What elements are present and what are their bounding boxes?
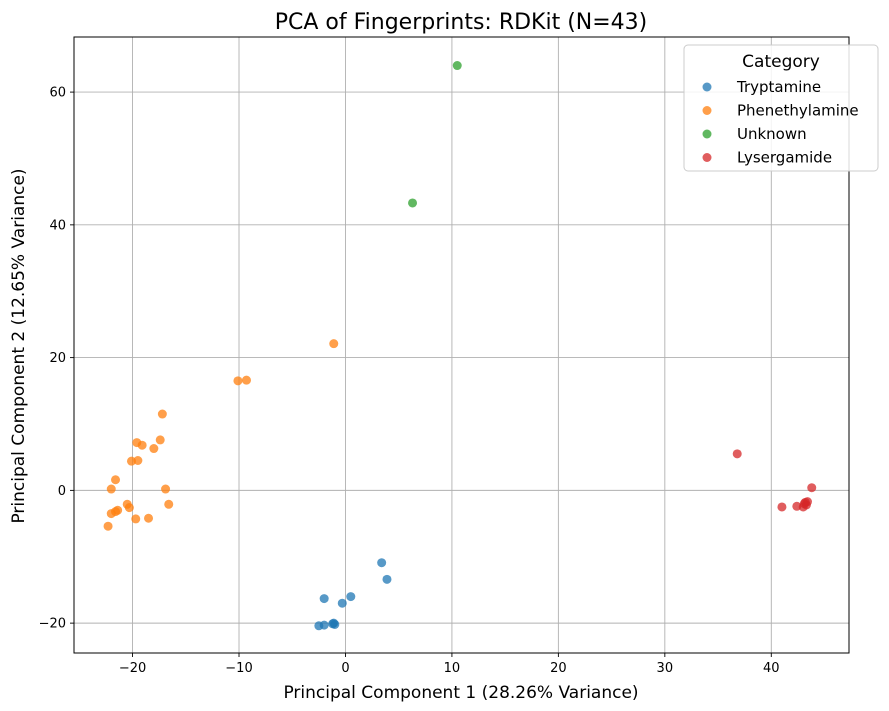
data-point — [133, 456, 143, 465]
series-tryptamine — [314, 558, 392, 631]
data-point — [319, 594, 329, 604]
x-tick-label: 40 — [763, 661, 780, 676]
data-point — [233, 376, 243, 386]
legend-box — [683, 44, 879, 172]
y-tick-label: 40 — [49, 218, 66, 233]
x-tick-label: −20 — [119, 661, 146, 676]
data-point — [103, 521, 113, 531]
scatter-points — [103, 61, 817, 631]
y-tick-label: 20 — [49, 351, 66, 366]
plot-frame — [73, 36, 850, 654]
data-point — [452, 61, 462, 71]
x-tick-label: −10 — [225, 661, 252, 676]
y-axis-label: Principal Component 2 (12.65% Variance) — [9, 168, 29, 523]
chart-title: PCA of Fingerprints: RDKit (N=43) — [275, 10, 648, 35]
data-point — [106, 509, 116, 519]
legend-marker — [702, 129, 712, 139]
data-point — [161, 484, 171, 494]
data-point — [408, 198, 418, 208]
data-point — [157, 409, 167, 419]
x-tick-label: 30 — [657, 661, 674, 676]
data-point — [164, 499, 174, 509]
x-tick-label: 20 — [550, 661, 567, 676]
legend: Category Tryptamine Phenethylamine Unknown L… — [683, 44, 879, 172]
y-tick-label: −20 — [39, 617, 66, 632]
data-point — [241, 375, 251, 385]
data-point — [807, 483, 817, 493]
axis-ticks: −20 −10 0 10 20 30 40 −20 0 20 40 60 — [39, 86, 780, 676]
data-point — [106, 484, 116, 494]
x-axis-label: Principal Component 1 (28.26% Variance) — [283, 683, 638, 703]
legend-title: Category — [742, 52, 820, 72]
series-phenethylamine — [103, 339, 339, 531]
legend-label: Tryptamine — [736, 78, 821, 96]
data-point — [149, 444, 159, 454]
legend-marker — [702, 106, 712, 115]
data-point — [346, 592, 356, 602]
legend-marker — [702, 153, 712, 162]
legend-label: Phenethylamine — [737, 102, 859, 120]
data-point — [137, 440, 147, 450]
data-point — [802, 497, 812, 507]
series-lysergamide — [732, 449, 817, 512]
x-tick-label: 10 — [444, 661, 461, 676]
data-point — [777, 502, 787, 512]
data-point — [111, 475, 121, 485]
series-unknown — [408, 61, 462, 208]
legend-marker — [702, 82, 712, 92]
data-point — [337, 598, 347, 608]
data-point — [382, 574, 392, 584]
y-tick-label: 0 — [58, 484, 66, 499]
data-point — [330, 619, 340, 629]
data-point — [131, 514, 141, 524]
x-tick-label: 0 — [341, 661, 349, 676]
data-point — [155, 435, 165, 445]
data-point — [144, 513, 154, 523]
legend-label: Lysergamide — [737, 149, 832, 167]
data-point — [377, 558, 387, 568]
data-point — [329, 339, 339, 349]
y-tick-label: 60 — [49, 86, 66, 101]
data-point — [319, 620, 329, 630]
legend-label: Unknown — [737, 125, 807, 143]
data-point — [732, 449, 742, 459]
data-point — [124, 503, 134, 513]
grid-lines — [74, 37, 849, 653]
